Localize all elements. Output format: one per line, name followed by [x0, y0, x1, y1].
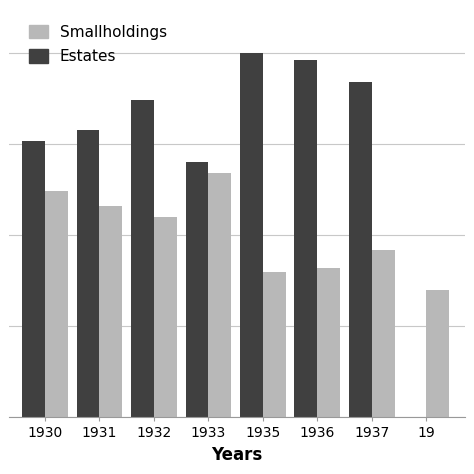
Bar: [100, 206, 122, 417]
Bar: [294, 61, 318, 417]
Legend: Smallholdings, Estates: Smallholdings, Estates: [22, 17, 174, 72]
Bar: [372, 250, 395, 417]
Bar: [154, 217, 177, 417]
Bar: [76, 129, 100, 417]
Bar: [349, 82, 372, 417]
Bar: [131, 100, 154, 417]
Bar: [209, 173, 231, 417]
Bar: [22, 140, 45, 417]
Bar: [263, 272, 286, 417]
Bar: [240, 53, 263, 417]
Bar: [318, 268, 340, 417]
Bar: [45, 191, 68, 417]
Bar: [427, 290, 449, 417]
X-axis label: Years: Years: [211, 446, 263, 464]
Bar: [185, 163, 209, 417]
